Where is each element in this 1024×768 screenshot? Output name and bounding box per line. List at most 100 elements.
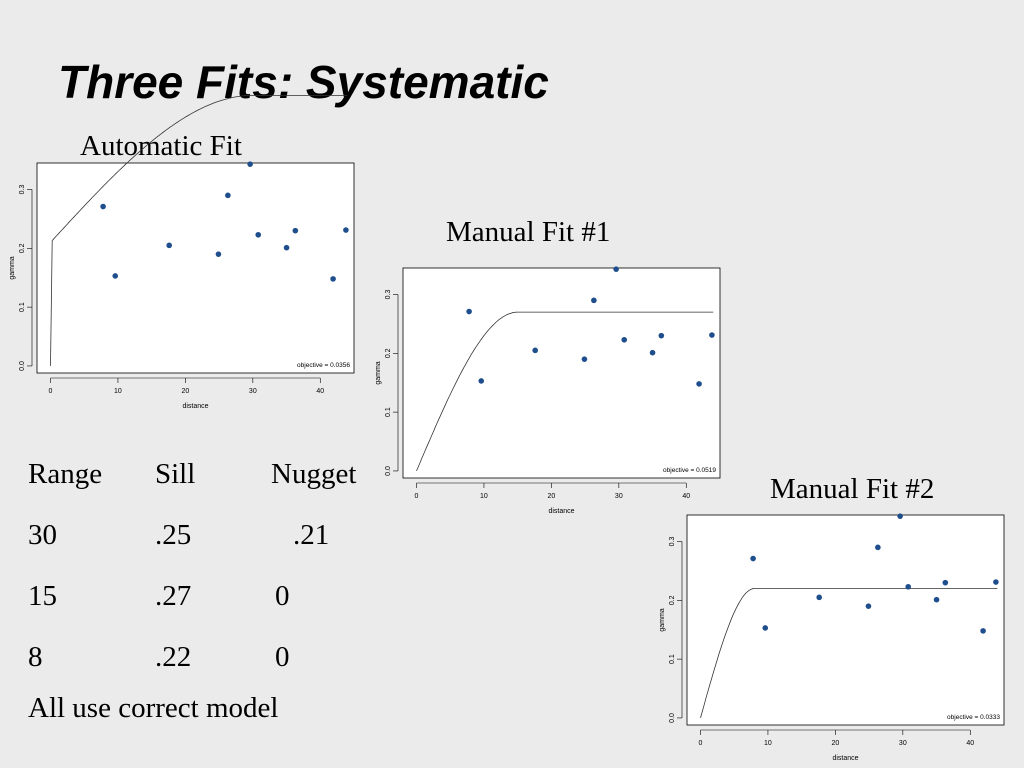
chart-manual-fit-2: 0 10 20 30 40 0.0 0.1 0.2 0.3 distance gamma object… [650,507,1010,762]
table-cell-nugget: 0 [275,641,290,673]
data-point [875,544,881,551]
x-tick-label: 20 [831,740,839,747]
x-tick-label: 10 [114,388,122,395]
data-point [649,349,656,356]
x-tick-label: 40 [682,493,690,500]
data-point [100,203,106,210]
y-tick-label: 0.0 [669,713,676,723]
header-range: Range [28,458,103,490]
table-header-row: Range Sill Nugget [28,444,356,505]
data-point [658,332,665,339]
model-curve [416,311,714,472]
data-point [897,513,903,519]
data-point [980,628,986,634]
y-tick-label: 0.0 [19,361,26,371]
data-point [215,251,222,257]
data-point [816,594,822,601]
y-tick-label: 0.1 [385,407,392,417]
data-point [993,579,999,585]
x-tick-label: 30 [615,493,623,500]
data-point [532,347,538,354]
data-point [591,297,597,304]
y-tick-label: 0.0 [385,466,392,476]
x-tick-label: 0 [699,740,703,747]
chart-caption-manual-fit-1: Manual Fit #1 [446,216,611,248]
y-tick-label: 0.2 [19,243,26,253]
x-axis-label: distance [548,508,574,515]
data-point [478,378,485,384]
objective-annotation: objective = 0.0519 [663,467,716,474]
data-point [343,227,349,233]
data-point [466,308,472,315]
data-point [292,227,299,234]
model-curve [50,95,348,366]
data-point [696,381,702,387]
data-point [621,336,628,343]
data-point [255,231,262,238]
plot-area [686,514,1005,726]
x-tick-label: 20 [547,493,555,500]
data-point [225,192,231,199]
data-point [247,161,253,167]
table-row: 30 .25 .21 [28,505,356,566]
table-cell-sill: .27 [155,580,192,612]
y-axis-label: gamma [9,256,16,279]
table-cell-sill: .22 [155,641,192,673]
chart-svg: 0 10 20 30 40 0.0 0.1 0.2 0.3 distance gamma object… [659,513,1005,762]
y-tick-label: 0.3 [669,536,676,546]
table-cell-range: 15 [28,580,57,612]
data-point [709,332,715,338]
data-point [933,596,940,603]
x-tick-label: 30 [249,388,257,395]
x-tick-label: 40 [966,740,974,747]
table-cell-sill: .25 [155,519,192,551]
y-tick-label: 0.3 [385,289,392,299]
data-point [865,603,872,609]
table-cell-nugget: .21 [293,519,330,551]
x-tick-label: 10 [480,493,488,500]
chart-automatic-fit: 0 10 20 30 40 0.0 0.1 0.2 0.3 distance gamma object… [0,95,360,410]
header-nugget: Nugget [271,458,357,490]
table-row: 15 .27 0 [28,566,356,627]
x-tick-label: 0 [49,388,53,395]
x-tick-label: 40 [316,388,324,395]
x-axis-label: distance [832,755,858,762]
fit-parameters-table: Range Sill Nugget 30 .25 .21 15 .27 0 8 … [28,444,356,688]
x-tick-label: 10 [764,740,772,747]
plot-area [36,162,355,374]
y-tick-label: 0.1 [19,302,26,312]
y-tick-label: 0.2 [385,348,392,358]
data-point [166,242,172,249]
model-curve [700,588,998,719]
chart-caption-automatic-fit: Automatic Fit [80,130,242,162]
slide-title: Three Fits: Systematic [58,56,549,108]
x-axis-label: distance [182,403,208,410]
table-cell-range: 30 [28,519,57,551]
x-tick-label: 30 [899,740,907,747]
y-tick-label: 0.1 [669,654,676,664]
y-tick-label: 0.2 [669,595,676,605]
data-point [581,356,588,362]
x-tick-label: 20 [181,388,189,395]
plot-area [402,267,721,479]
data-point [330,276,336,282]
data-point [283,244,290,251]
data-point [905,583,912,590]
header-sill: Sill [155,458,196,490]
chart-svg: 0 10 20 30 40 0.0 0.1 0.2 0.3 distance gamma object… [9,95,355,410]
table-row: 8 .22 0 [28,627,356,688]
data-point [750,555,756,562]
objective-annotation: objective = 0.0333 [947,714,1000,721]
footer-note: All use correct model [28,692,279,724]
y-axis-label: gamma [659,608,666,631]
chart-manual-fit-1: 0 10 20 30 40 0.0 0.1 0.2 0.3 distance gamma object… [366,260,726,515]
objective-annotation: objective = 0.0356 [297,362,350,369]
data-point [613,266,619,272]
data-point [762,625,769,631]
chart-svg: 0 10 20 30 40 0.0 0.1 0.2 0.3 distance gamma object… [375,266,721,515]
table-cell-nugget: 0 [275,580,290,612]
data-point [112,273,119,279]
table-cell-range: 8 [28,641,43,673]
x-tick-label: 0 [415,493,419,500]
y-axis-label: gamma [375,361,382,384]
